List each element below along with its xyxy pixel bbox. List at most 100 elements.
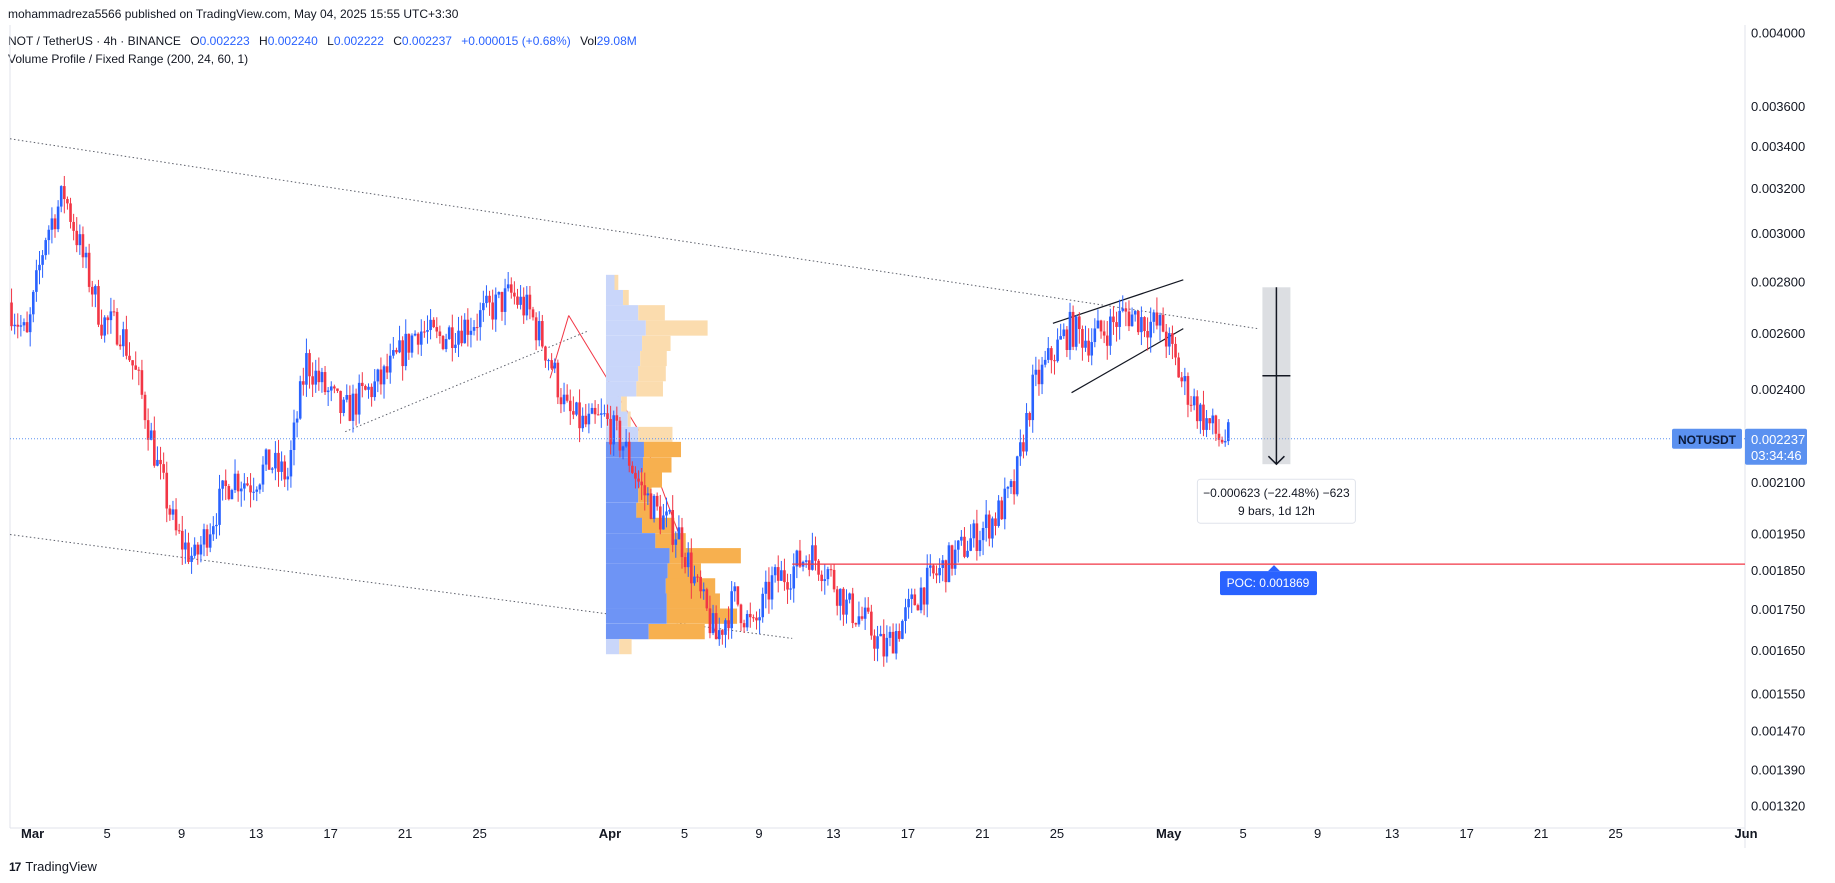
candle-body	[981, 528, 985, 541]
candle-body	[10, 302, 13, 327]
candle-body	[590, 407, 594, 414]
y-tick-label: 0.001320	[1751, 799, 1805, 814]
candle-body	[547, 360, 550, 362]
candle-body	[894, 631, 898, 654]
candle-body	[329, 386, 333, 391]
candle-body	[398, 340, 401, 353]
candle-body	[537, 321, 541, 341]
candle-body	[568, 400, 572, 412]
candle-body	[1087, 340, 1090, 356]
candle-body	[1009, 481, 1013, 487]
volume-profile-down-bar	[640, 350, 667, 367]
candle-body	[41, 255, 44, 265]
candle-body	[100, 324, 103, 336]
candle-body	[1059, 336, 1062, 340]
volume-profile-up-bar	[605, 517, 643, 534]
candle-body	[199, 544, 203, 555]
candle-body	[1195, 396, 1199, 422]
candle-body	[773, 567, 777, 576]
candle-body	[494, 294, 498, 320]
candle-body	[478, 310, 482, 328]
candle-body	[780, 570, 783, 581]
volume-profile	[605, 274, 741, 655]
candle-body	[146, 420, 150, 440]
indicator-title[interactable]: Volume Profile / Fixed Range (200, 24, 6…	[8, 52, 249, 66]
volume-profile-down-bar	[640, 472, 663, 488]
candle-body	[786, 582, 789, 590]
candle-body	[488, 295, 491, 303]
candle-body	[748, 613, 752, 618]
last-price-label: 0.002237	[1751, 432, 1805, 447]
candle-body	[1050, 348, 1053, 361]
candle-body	[863, 607, 867, 619]
volume-profile-up-bar	[605, 305, 639, 321]
x-tick-label: 17	[901, 826, 915, 841]
candle-body	[984, 514, 988, 529]
candle-body	[919, 587, 923, 611]
candle-body	[84, 252, 88, 258]
candle-body	[634, 472, 637, 479]
candle-body	[1003, 488, 1007, 520]
candle-body	[835, 589, 839, 606]
candle-body	[711, 613, 715, 634]
candle-body	[193, 544, 196, 556]
candle-body	[87, 252, 91, 287]
symbol-title[interactable]: NOT / TetherUS · 4h · BINANCE	[8, 34, 181, 48]
candle-body	[131, 360, 134, 366]
candles-layer	[10, 175, 1230, 667]
candle-body	[1053, 360, 1056, 362]
candle-body	[944, 560, 948, 583]
candle-body	[162, 464, 165, 473]
candle-body	[205, 529, 209, 548]
volume-profile-up-bar	[605, 396, 622, 412]
upper-channel-dotted-trendline	[9, 138, 1258, 330]
candle-body	[1177, 357, 1180, 378]
high-label: H	[259, 34, 268, 48]
candle-body	[1127, 311, 1131, 327]
candle-body	[364, 386, 367, 390]
candle-body	[714, 613, 718, 640]
candle-body	[345, 394, 349, 400]
candle-body	[1096, 320, 1100, 329]
candle-body	[447, 327, 451, 340]
candle-body	[935, 573, 938, 576]
candle-body	[180, 530, 184, 550]
candle-body	[1078, 316, 1081, 330]
low-value: 0.002222	[333, 34, 384, 48]
volume-profile-down-bar	[638, 426, 673, 443]
candle-body	[1130, 314, 1134, 327]
volume-profile-up-bar	[605, 457, 644, 473]
volume-profile-down-bar	[614, 274, 619, 291]
poc-badge-pointer	[1268, 565, 1280, 572]
candle-body	[509, 284, 513, 293]
candle-body	[1136, 311, 1140, 333]
x-tick-label: 17	[323, 826, 337, 841]
candle-body	[1019, 442, 1022, 457]
candle-body	[208, 534, 212, 548]
candle-body	[668, 510, 671, 512]
candle-body	[298, 381, 302, 419]
x-tick-label: 5	[104, 826, 111, 841]
volume-profile-up-bar	[605, 289, 624, 306]
candle-body	[438, 331, 442, 336]
candle-body	[1217, 433, 1221, 440]
candle-body	[1205, 418, 1208, 430]
candle-body	[1068, 311, 1072, 351]
candle-body	[333, 386, 336, 389]
candle-body	[1161, 315, 1165, 332]
candle-body	[587, 413, 591, 425]
candle-body	[302, 381, 305, 385]
candle-body	[534, 317, 538, 341]
candle-body	[90, 286, 94, 295]
volume-label: Vol	[580, 34, 597, 48]
y-tick-label: 0.003400	[1751, 139, 1805, 154]
candle-body	[1183, 376, 1187, 382]
candle-body	[643, 485, 647, 496]
x-tick-label: Jun	[1734, 826, 1757, 841]
candle-body	[1109, 316, 1112, 346]
candle-body	[351, 393, 355, 421]
candle-body	[156, 459, 159, 466]
candle-body	[686, 552, 690, 568]
x-tick-label: 25	[1050, 826, 1064, 841]
